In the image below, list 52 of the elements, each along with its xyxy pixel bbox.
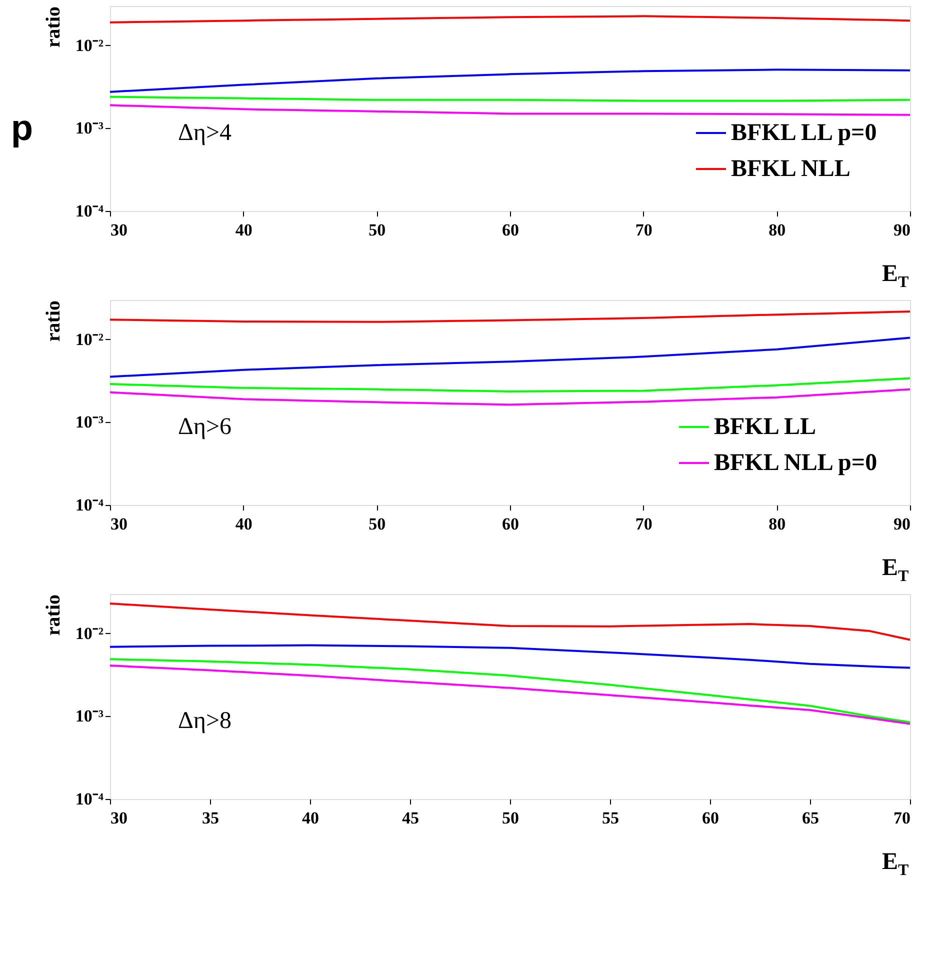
x-tick-label: 70 (635, 514, 652, 534)
x-tick-label: 50 (502, 808, 519, 828)
y-tick-label: 10⁻⁴ (75, 790, 104, 808)
x-tick-label: 30 (110, 808, 128, 828)
y-tick-label: 10⁻² (75, 36, 104, 55)
line-series (109, 310, 911, 323)
legend-label: BFKL NLL (731, 156, 850, 182)
y-axis-title: ratio (42, 594, 64, 636)
y-tick-label: 10⁻⁴ (75, 496, 104, 514)
x-tick-label: 55 (602, 808, 619, 828)
x-tick-label: 40 (235, 220, 252, 240)
x-tick-label: 60 (702, 808, 719, 828)
y-tick-label: 10⁻⁴ (75, 202, 104, 220)
line-series (109, 104, 911, 116)
legend-label: BFKL LL (714, 414, 816, 440)
y-tick-label: 10⁻³ (75, 706, 104, 726)
x-tick-label: 40 (235, 514, 252, 534)
line-series (109, 388, 911, 406)
x-tick-label: 50 (368, 514, 386, 534)
line-series (109, 377, 911, 392)
line-series (109, 336, 911, 378)
y-tick-label: 10⁻³ (75, 412, 104, 432)
x-tick-label: 30 (110, 220, 128, 240)
line-series (109, 644, 911, 669)
x-tick-label: 80 (768, 220, 786, 240)
x-tick-label: 35 (202, 808, 219, 828)
legend-label: BFKL NLL p=0 (714, 450, 878, 476)
x-tick-label: 80 (768, 514, 786, 534)
x-tick-label: 45 (402, 808, 419, 828)
x-tick-label: 60 (502, 514, 519, 534)
y-tick-label: 10⁻² (75, 624, 104, 643)
line-series (109, 68, 911, 93)
x-tick-label: 60 (502, 220, 519, 240)
y-tick-label: 10⁻² (75, 330, 104, 349)
annotation: Δη>6 (178, 414, 232, 440)
annotation: Δη>8 (178, 708, 232, 734)
y-tick-label: 10⁻³ (75, 118, 104, 138)
x-tick-label: 30 (110, 514, 128, 534)
legend-label: BFKL LL p=0 (731, 120, 877, 146)
annotation: Δη>4 (178, 120, 232, 146)
y-axis-title: ratio (42, 300, 64, 342)
x-tick-label: 90 (894, 514, 910, 534)
x-tick-label: 90 (894, 220, 910, 240)
x-tick-label: 50 (368, 220, 386, 240)
x-tick-label: 65 (802, 808, 819, 828)
x-tick-label: 40 (302, 808, 319, 828)
x-tick-label: 70 (894, 808, 910, 828)
line-series (109, 602, 911, 641)
x-tick-label: 70 (635, 220, 652, 240)
line-series (109, 15, 911, 24)
text: p (11, 107, 33, 148)
y-axis-title: ratio (42, 6, 64, 48)
